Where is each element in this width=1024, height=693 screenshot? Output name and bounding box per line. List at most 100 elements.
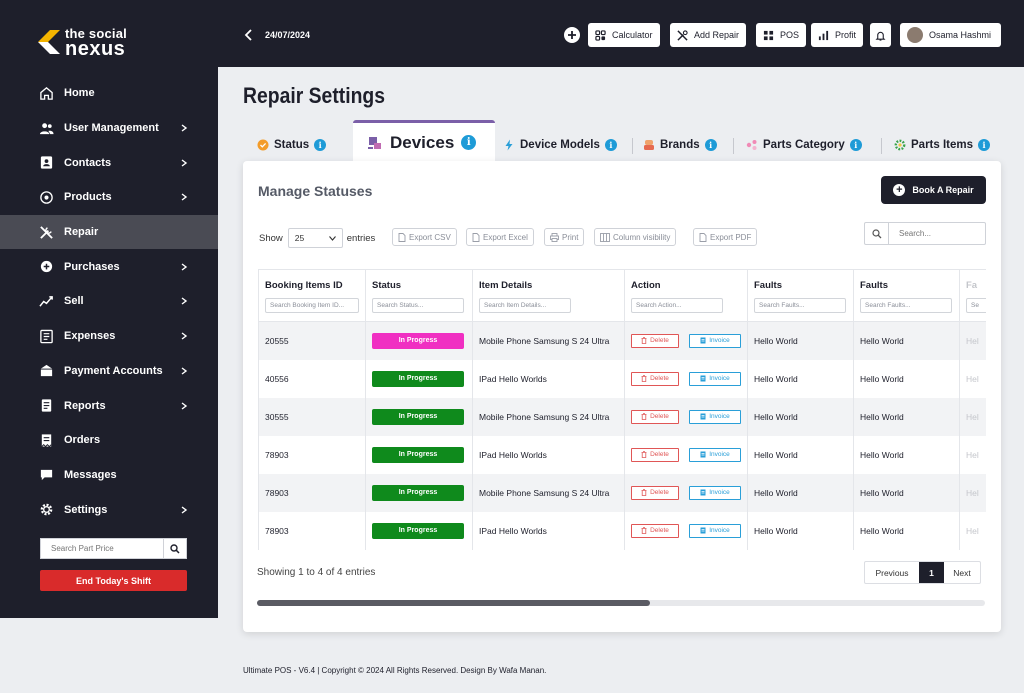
scrollbar-thumb[interactable] [257, 600, 651, 606]
export-csv-button[interactable]: Export CSV [392, 228, 457, 246]
sidebar-item-repair[interactable]: Repair [0, 214, 218, 250]
sidebar-item-messages[interactable]: Messages [0, 458, 218, 493]
sidebar-item-orders[interactable]: Orders [0, 423, 218, 458]
tab-brands[interactable]: Brands i [643, 136, 717, 154]
table-row[interactable]: 20555 In Progress Mobile Phone Samsung S 2… [258, 321, 986, 360]
profit-button[interactable]: Profit [811, 23, 864, 47]
table-row[interactable]: 30555 In Progress Mobile Phone Samsung S 2… [258, 397, 986, 436]
sidebar-item-user-management[interactable]: User Management [0, 111, 218, 146]
delete-button[interactable]: Delete [631, 485, 679, 500]
sidebar-item-reports[interactable]: Reports [0, 388, 218, 423]
brand-line1: the social [65, 26, 127, 41]
column-filter-input[interactable]: Search Booking Item ID... [265, 298, 359, 313]
table-search-input[interactable] [889, 229, 984, 238]
delete-button[interactable]: Delete [631, 447, 679, 462]
status-badge[interactable]: In Progress [372, 446, 464, 463]
status-badge[interactable]: In Progress [372, 370, 464, 387]
sidebar-item-sell[interactable]: Sell [0, 284, 218, 319]
invoice-button[interactable]: Invoice [689, 409, 741, 424]
export-pdf-button[interactable]: Export PDF [693, 228, 758, 246]
invoice-button[interactable]: Invoice [689, 485, 741, 500]
tab-parts-items[interactable]: Parts Items i [894, 136, 991, 154]
status-badge[interactable]: In Progress [372, 522, 464, 539]
next-page-button[interactable]: Next [953, 567, 971, 578]
column-filter-input[interactable]: Search Faults... [860, 298, 952, 313]
delete-button[interactable]: Delete [631, 409, 679, 424]
end-shift-button[interactable]: End Today's Shift [40, 570, 187, 591]
delete-button[interactable]: Delete [631, 523, 679, 538]
fault-cell: Hello World [853, 435, 960, 474]
sidebar-item-purchases[interactable]: Purchases [0, 249, 218, 284]
column-header-label: Action [631, 280, 661, 291]
column-filter-input[interactable]: Search Faults... [754, 298, 846, 313]
entries-select[interactable]: 25 [287, 228, 343, 248]
info-icon[interactable]: i [461, 135, 477, 150]
print-button[interactable]: Print [544, 228, 585, 246]
column-header[interactable]: Fa Se [959, 269, 986, 322]
part-price-search-button[interactable] [163, 539, 186, 558]
sidebar-item-products[interactable]: Products [0, 180, 218, 215]
calculator-button[interactable]: Calculator [588, 23, 660, 47]
file-icon [398, 232, 406, 242]
export-excel-button[interactable]: Export Excel [466, 228, 534, 246]
user-menu-button[interactable]: Osama Hashmi [900, 23, 1001, 47]
delete-button[interactable]: Delete [631, 371, 679, 386]
invoice-button[interactable]: Invoice [689, 371, 741, 386]
reports-icon [39, 398, 54, 413]
tab-status[interactable]: Status i [257, 136, 327, 154]
sidebar-item-contacts[interactable]: Contacts [0, 145, 218, 180]
part-price-search-input[interactable] [41, 539, 163, 558]
info-icon[interactable]: i [978, 139, 991, 151]
column-header[interactable]: Action Search Action... [624, 269, 748, 322]
column-header[interactable]: Faults Search Faults... [853, 269, 960, 322]
sidebar-item-payment-accounts[interactable]: Payment Accounts [0, 354, 218, 389]
quick-add-button[interactable] [564, 27, 580, 43]
tab-device-models[interactable]: Device Models i [503, 136, 617, 154]
status-cell: In Progress [365, 397, 473, 436]
table-row[interactable]: 78903 In Progress IPad Hello Worlds Delete I… [258, 435, 986, 474]
info-icon[interactable]: i [314, 139, 327, 151]
add-repair-button[interactable]: Add Repair [670, 23, 747, 47]
column-header[interactable]: Item Details Search Item Details... [472, 269, 625, 322]
page-number-button[interactable]: 1 [919, 562, 944, 583]
sidebar-item-label: Expenses [64, 330, 116, 343]
tab-parts-category[interactable]: Parts Category i [746, 136, 862, 154]
column-visibility-button[interactable]: Column visibility [594, 228, 677, 246]
info-icon[interactable]: i [849, 139, 862, 151]
sidebar-item-expenses[interactable]: Expenses [0, 319, 218, 354]
column-header[interactable]: Faults Search Faults... [747, 269, 854, 322]
sidebar-item-home[interactable]: Home [0, 76, 218, 111]
status-cell: In Progress [365, 435, 473, 474]
column-filter-input[interactable]: Search Item Details... [479, 298, 571, 313]
previous-page-button[interactable]: Previous [875, 567, 909, 578]
delete-label: Delete [650, 527, 669, 534]
book-repair-button[interactable]: + Book A Repair [881, 176, 986, 204]
invoice-button[interactable]: Invoice [689, 333, 741, 348]
invoice-button[interactable]: Invoice [689, 447, 741, 462]
status-badge[interactable]: In Progress [372, 332, 464, 349]
column-header[interactable]: Status Search Status... [365, 269, 473, 322]
notifications-button[interactable] [870, 23, 891, 47]
column-filter-input[interactable]: Search Status... [372, 298, 464, 313]
sidebar-item-settings[interactable]: Settings [0, 492, 218, 527]
pos-button[interactable]: POS [756, 23, 807, 47]
table-row[interactable]: 78903 In Progress Mobile Phone Samsung S 2… [258, 473, 986, 512]
column-header[interactable]: Booking Items ID Search Booking Item ID..… [258, 269, 366, 322]
fault-cell: Hel [959, 321, 986, 360]
delete-button[interactable]: Delete [631, 333, 679, 348]
table-row[interactable]: 40556 In Progress IPad Hello Worlds Delete I… [258, 359, 986, 398]
status-badge[interactable]: In Progress [372, 408, 464, 425]
invoice-button[interactable]: Invoice [689, 523, 741, 538]
column-filter-input[interactable]: Search Action... [631, 298, 723, 313]
brand-logo[interactable]: the social nexus [38, 24, 148, 60]
info-icon[interactable]: i [604, 139, 617, 151]
fault-cell: Hello World [747, 321, 854, 360]
info-icon[interactable]: i [704, 139, 717, 151]
tab-divider [881, 138, 882, 154]
status-badge[interactable]: In Progress [372, 484, 464, 501]
horizontal-scrollbar[interactable] [257, 600, 985, 606]
tab-devices[interactable]: Devices i [353, 120, 495, 162]
back-arrow-icon[interactable] [244, 29, 254, 41]
column-filter-input[interactable]: Se [966, 298, 986, 313]
table-row[interactable]: 78903 In Progress IPad Hello Worlds Delete I… [258, 511, 986, 550]
